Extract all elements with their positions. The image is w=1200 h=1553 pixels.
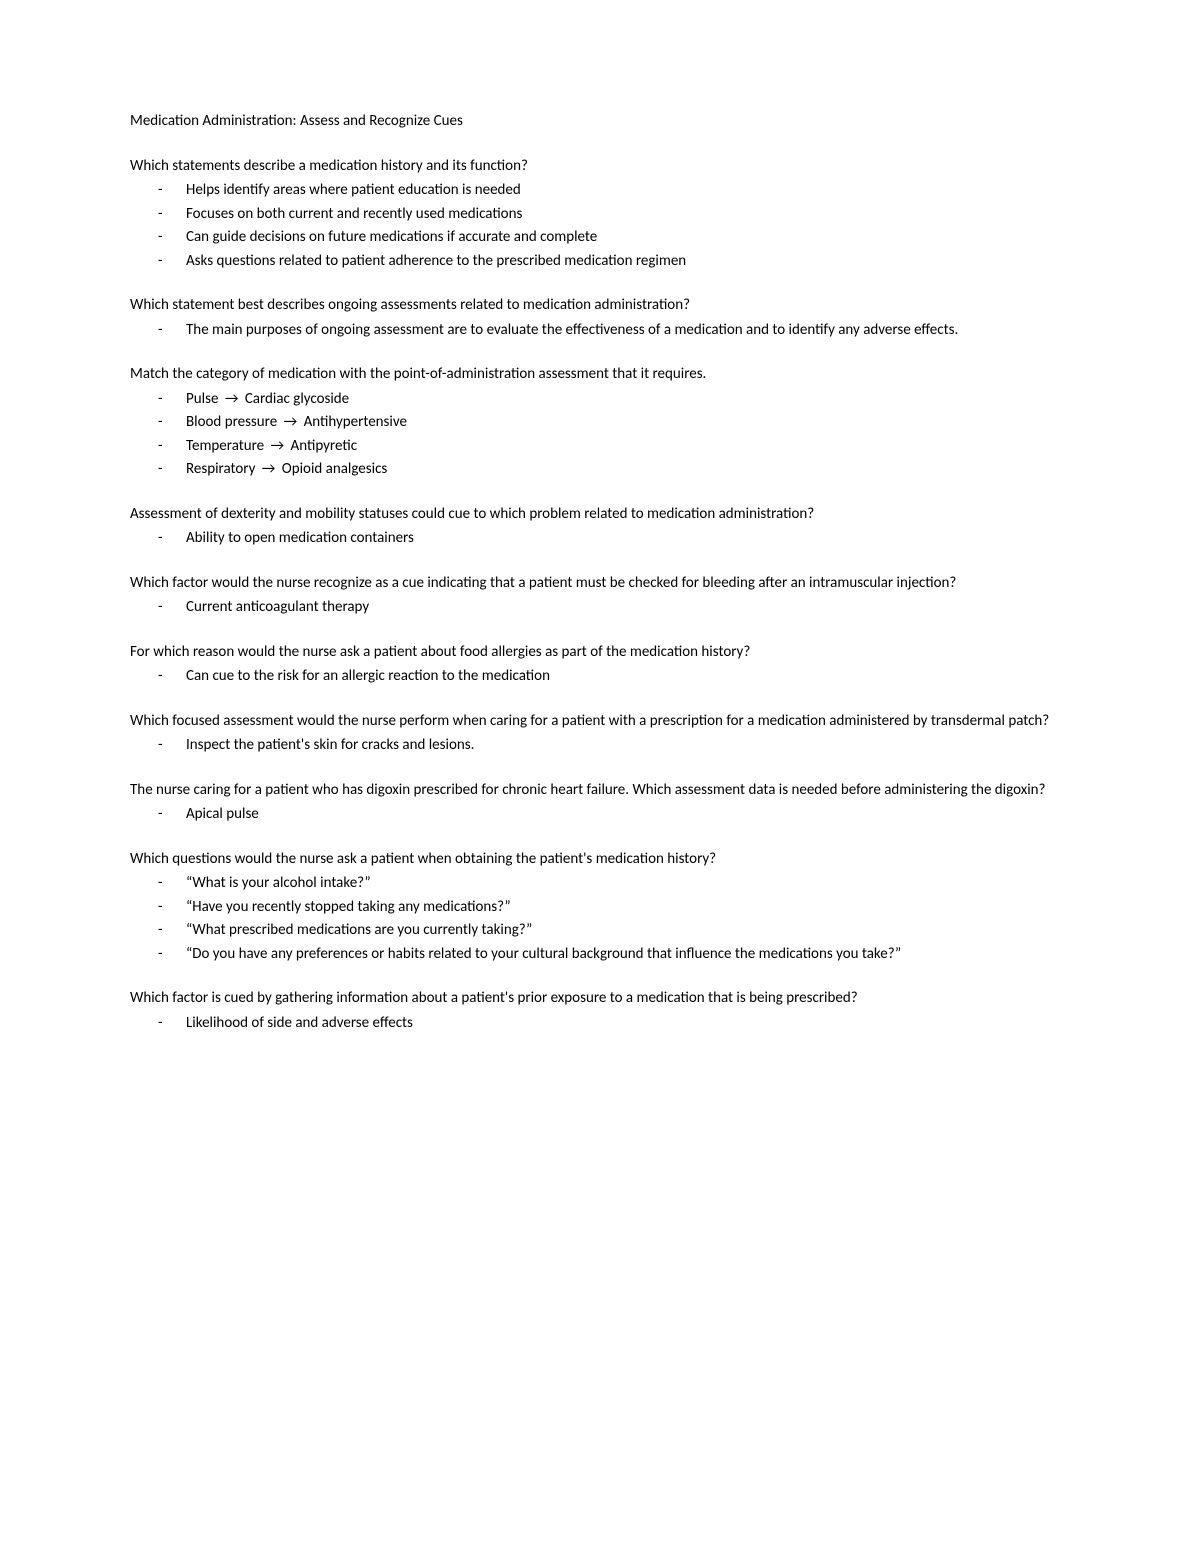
answer-list: Can cue to the risk for an allergic reac… [130, 665, 1070, 688]
arrow-icon: → [284, 411, 298, 434]
answer-list: Inspect the patient's skin for cracks an… [130, 734, 1070, 757]
answer-list: Ability to open medication containers [130, 527, 1070, 550]
section: Which factor would the nurse recognize a… [130, 572, 1070, 619]
section: The nurse caring for a patient who has d… [130, 779, 1070, 826]
list-item: Respiratory → Opioid analgesics [186, 458, 1070, 481]
list-item: Can cue to the risk for an allergic reac… [186, 665, 1070, 688]
section: Which statement best describes ongoing a… [130, 294, 1070, 341]
list-item: Ability to open medication containers [186, 527, 1070, 550]
list-item: The main purposes of ongoing assessment … [186, 319, 1070, 342]
match-right: Cardiac glycoside [245, 390, 349, 408]
list-item: “Have you recently stopped taking any me… [186, 896, 1070, 919]
section: Match the category of medication with th… [130, 363, 1070, 481]
answer-list: Helps identify areas where patient educa… [130, 179, 1070, 272]
list-item: Likelihood of side and adverse effects [186, 1012, 1070, 1035]
list-item: Asks questions related to patient adhere… [186, 250, 1070, 273]
question-text: Which statements describe a medication h… [130, 155, 1070, 178]
question-text: The nurse caring for a patient who has d… [130, 779, 1070, 802]
answer-list: Pulse → Cardiac glycosideBlood pressure … [130, 388, 1070, 481]
page-title: Medication Administration: Assess and Re… [130, 110, 1070, 133]
question-text: For which reason would the nurse ask a p… [130, 641, 1070, 664]
list-item: Current anticoagulant therapy [186, 596, 1070, 619]
answer-list: Apical pulse [130, 803, 1070, 826]
match-left: Blood pressure [186, 413, 277, 431]
match-right: Opioid analgesics [282, 460, 388, 478]
list-item: “What is your alcohol intake?” [186, 872, 1070, 895]
list-item: Apical pulse [186, 803, 1070, 826]
match-right: Antihypertensive [304, 413, 407, 431]
arrow-icon: → [262, 458, 276, 481]
question-text: Which statement best describes ongoing a… [130, 294, 1070, 317]
question-text: Match the category of medication with th… [130, 363, 1070, 386]
arrow-icon: → [225, 388, 239, 411]
question-text: Which focused assessment would the nurse… [130, 710, 1070, 733]
list-item: Focuses on both current and recently use… [186, 203, 1070, 226]
arrow-icon: → [271, 435, 285, 458]
match-right: Antipyretic [291, 437, 358, 455]
section: Which factor is cued by gathering inform… [130, 987, 1070, 1034]
answer-list: “What is your alcohol intake?”“Have you … [130, 872, 1070, 965]
question-text: Assessment of dexterity and mobility sta… [130, 503, 1070, 526]
list-item: Temperature → Antipyretic [186, 435, 1070, 458]
answer-list: The main purposes of ongoing assessment … [130, 319, 1070, 342]
match-left: Temperature [186, 437, 264, 455]
list-item: Helps identify areas where patient educa… [186, 179, 1070, 202]
list-item: Blood pressure → Antihypertensive [186, 411, 1070, 434]
question-text: Which factor would the nurse recognize a… [130, 572, 1070, 595]
question-text: Which questions would the nurse ask a pa… [130, 848, 1070, 871]
answer-list: Likelihood of side and adverse effects [130, 1012, 1070, 1035]
list-item: Inspect the patient's skin for cracks an… [186, 734, 1070, 757]
match-left: Pulse [186, 390, 218, 408]
section: Which statements describe a medication h… [130, 155, 1070, 273]
list-item: Can guide decisions on future medication… [186, 226, 1070, 249]
match-left: Respiratory [186, 460, 255, 478]
list-item: Pulse → Cardiac glycoside [186, 388, 1070, 411]
list-item: “Do you have any preferences or habits r… [186, 943, 1070, 966]
section: Assessment of dexterity and mobility sta… [130, 503, 1070, 550]
section: Which focused assessment would the nurse… [130, 710, 1070, 757]
question-text: Which factor is cued by gathering inform… [130, 987, 1070, 1010]
list-item: “What prescribed medications are you cur… [186, 919, 1070, 942]
section: Which questions would the nurse ask a pa… [130, 848, 1070, 966]
answer-list: Current anticoagulant therapy [130, 596, 1070, 619]
section: For which reason would the nurse ask a p… [130, 641, 1070, 688]
